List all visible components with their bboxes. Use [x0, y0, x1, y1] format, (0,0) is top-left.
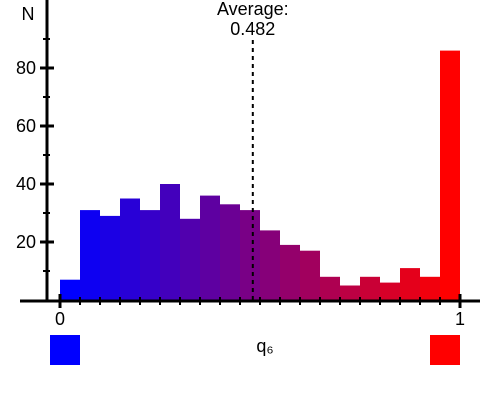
- histogram-bar: [80, 210, 100, 300]
- histogram-bar: [380, 282, 400, 300]
- histogram-bar: [120, 198, 140, 300]
- histogram-bar: [220, 204, 240, 300]
- histogram-bar: [280, 244, 300, 300]
- average-label-value: 0.482: [230, 19, 275, 39]
- histogram-bar: [360, 276, 380, 300]
- histogram-bar: [180, 218, 200, 300]
- axes-group: [20, 0, 480, 303]
- histogram-bar: [320, 276, 340, 300]
- color-scale-start-swatch: [50, 335, 80, 365]
- histogram-bar: [260, 230, 280, 300]
- histogram-bar: [300, 250, 320, 300]
- y-axis-title: N: [22, 4, 35, 24]
- histogram-bar: [160, 184, 180, 300]
- histogram-bar: [100, 215, 120, 300]
- y-tick-label: 80: [16, 58, 36, 78]
- histogram-bar: [440, 50, 460, 300]
- average-label-title: Average:: [217, 0, 289, 19]
- bars-group: [60, 50, 460, 300]
- x-tick-label: 0: [55, 309, 65, 329]
- y-ticks-group: 20 40 60 80: [16, 38, 54, 272]
- x-tick-label: 1: [455, 309, 465, 329]
- histogram-bar: [400, 268, 420, 300]
- histogram-bar: [200, 195, 220, 300]
- y-tick-label: 60: [16, 116, 36, 136]
- histogram-bar: [140, 210, 160, 300]
- histogram-bar: [60, 279, 80, 300]
- histogram-bar: [340, 285, 360, 300]
- color-scale-end-swatch: [430, 335, 460, 365]
- y-tick-label: 20: [16, 232, 36, 252]
- x-axis-title: q₆: [256, 336, 273, 356]
- histogram-bar: [420, 276, 440, 300]
- histogram-bar: [240, 210, 260, 300]
- y-tick-label: 40: [16, 174, 36, 194]
